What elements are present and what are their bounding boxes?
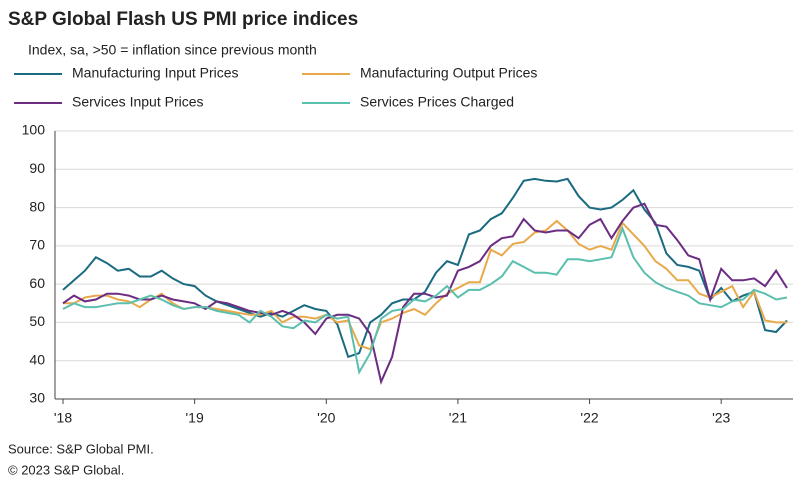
chart-title: S&P Global Flash US PMI price indices [8, 9, 358, 30]
y-tick-label: 100 [22, 122, 46, 138]
y-tick-label: 60 [29, 275, 45, 291]
x-tick-label: '19 [186, 410, 204, 426]
legend-label: Services Input Prices [72, 94, 204, 110]
y-tick-label: 90 [29, 160, 45, 176]
x-tick-label: '18 [54, 410, 72, 426]
source: Source: S&P Global PMI. [8, 441, 154, 456]
series-line [62, 177, 788, 359]
legend-label: Manufacturing Input Prices [72, 65, 239, 81]
chart-subtitle: Index, sa, >50 = inflation since previou… [28, 42, 317, 58]
legend-label: Services Prices Charged [360, 94, 514, 110]
x-tick-label: '22 [580, 410, 598, 426]
copyright: © 2023 S&P Global. [8, 462, 124, 477]
series-line [62, 202, 788, 385]
y-tick-label: 70 [29, 237, 45, 253]
x-tick-label: '23 [712, 410, 730, 426]
x-tick-label: '21 [449, 410, 467, 426]
y-tick-label: 50 [29, 313, 45, 329]
y-tick-label: 40 [29, 351, 45, 367]
legend-label: Manufacturing Output Prices [360, 65, 537, 81]
y-tick-label: 30 [29, 390, 45, 406]
x-tick-label: '20 [317, 410, 335, 426]
series-line [62, 225, 788, 376]
y-tick-label: 80 [29, 198, 45, 214]
